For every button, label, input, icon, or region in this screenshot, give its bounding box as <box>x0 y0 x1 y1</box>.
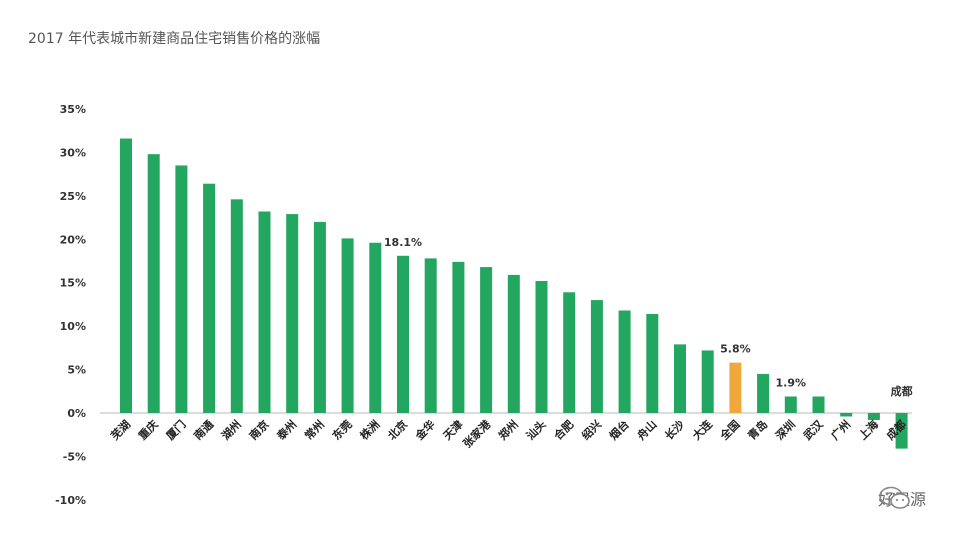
bar-株洲 <box>369 242 382 413</box>
bar-泰州 <box>286 214 299 413</box>
x-tick-label: 金华 <box>412 417 438 443</box>
bar-芜湖 <box>120 138 132 413</box>
y-tick-label: 0% <box>67 407 86 420</box>
bar-郑州 <box>507 274 520 413</box>
x-tick-label: 郑州 <box>495 417 520 442</box>
x-tick-label: 泰州 <box>273 417 299 443</box>
bar-湖州 <box>230 199 243 413</box>
x-tick-label: 广州 <box>828 417 853 442</box>
bar-烟台 <box>618 310 631 413</box>
bar-深圳 <box>784 396 797 413</box>
x-tick-label: 深圳 <box>772 417 797 442</box>
y-tick-label: 30% <box>60 146 86 159</box>
x-tick-label: 南京 <box>246 417 271 442</box>
watermark: 好屋源 <box>878 486 926 510</box>
bar-南通 <box>203 183 216 413</box>
bar-全国 <box>729 362 742 413</box>
bar-长沙 <box>674 344 686 413</box>
y-tick-label: 10% <box>60 320 86 333</box>
x-tick-label: 常州 <box>302 417 327 442</box>
x-tick-label: 芜湖 <box>108 417 133 442</box>
x-tick-label: 武汉 <box>800 417 826 443</box>
bar-舟山 <box>646 313 659 413</box>
x-tick-label: 烟台 <box>606 417 631 442</box>
bar-东莞 <box>341 238 354 413</box>
x-tick-label: 全国 <box>716 417 742 443</box>
bar-天津 <box>452 261 465 413</box>
bar-广州 <box>840 413 853 417</box>
bar-北京 <box>397 255 409 413</box>
x-tick-label: 长沙 <box>662 417 687 442</box>
y-tick-label: 15% <box>60 277 86 290</box>
data-label: 5.8% <box>720 343 751 356</box>
y-tick-label: 20% <box>60 233 86 246</box>
bar-常州 <box>313 221 326 413</box>
y-tick-label: 5% <box>67 364 86 377</box>
bar-汕头 <box>535 280 548 413</box>
x-tick-label: 青岛 <box>745 417 770 442</box>
y-tick-label: -10% <box>55 494 86 507</box>
y-tick-label: -5% <box>63 450 86 463</box>
x-tick-label: 天津 <box>440 417 465 442</box>
x-tick-label: 上海 <box>856 417 881 442</box>
y-tick-label: 35% <box>60 103 86 116</box>
x-tick-label: 南通 <box>191 417 216 442</box>
chart-title: 2017 年代表城市新建商品住宅销售价格的涨幅 <box>28 31 321 47</box>
x-tick-label: 重庆 <box>135 417 160 442</box>
x-tick-label: 大连 <box>689 417 715 443</box>
bar-金华 <box>424 258 437 413</box>
data-label: 1.9% <box>776 376 807 389</box>
bar-张家港 <box>480 267 493 413</box>
x-tick-label: 厦门 <box>163 417 188 442</box>
bar-成都 <box>895 413 908 449</box>
data-label: 18.1% <box>384 236 422 249</box>
wechat-icon <box>879 486 910 509</box>
x-tick-label: 株洲 <box>357 417 382 442</box>
bar-厦门 <box>175 165 188 413</box>
x-tick-label: 张家港 <box>460 417 494 451</box>
bar-绍兴 <box>590 300 603 413</box>
bar-重庆 <box>147 154 160 413</box>
bar-武汉 <box>812 396 825 413</box>
x-tick-label: 绍兴 <box>579 417 604 442</box>
y-tick-label: 25% <box>60 190 86 203</box>
x-tick-label: 湖州 <box>218 417 243 442</box>
x-tick-label: 北京 <box>385 417 410 442</box>
x-tick-label: 东莞 <box>329 417 354 442</box>
data-label: 成都 <box>891 384 913 398</box>
bar-南京 <box>258 211 271 413</box>
bar-大连 <box>701 350 714 413</box>
x-tick-label: 合肥 <box>551 417 576 442</box>
x-tick-label: 舟山 <box>634 417 659 442</box>
x-tick-label: 汕头 <box>523 417 548 442</box>
bar-合肥 <box>563 292 576 413</box>
bar-青岛 <box>757 373 770 413</box>
bar-上海 <box>867 413 880 420</box>
